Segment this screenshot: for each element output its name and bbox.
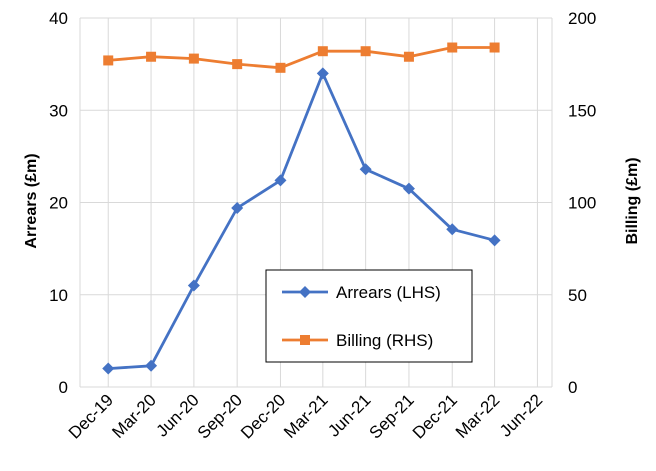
right-axis-ticks: 0 50 100 150 200 [568,9,596,397]
right-y-tick-label: 50 [568,286,587,305]
billing-data-point [489,42,500,53]
chart-series [102,42,501,375]
legend-arrears-swatch-marker [299,286,311,298]
x-axis-ticks: Dec-19Mar-20Jun-20Sep-20Dec-20Mar-21Jun-… [65,390,546,442]
left-y-tick-label: 0 [59,378,68,397]
left-y-tick-label: 20 [49,194,68,213]
x-tick-label: Mar-21 [280,390,332,442]
billing-data-point [403,51,414,62]
arrears-data-point [402,182,415,195]
arrears-data-point [187,279,200,292]
chart-legend: Arrears (LHS) Billing (RHS) [265,269,473,363]
arrears-data-point [274,174,287,187]
left-y-tick-label: 30 [49,101,68,120]
arrears-data-point [316,67,329,80]
arrears-data-point [359,163,372,176]
billing-data-point [146,51,157,62]
billing-data-point [360,46,371,57]
left-y-tick-label: 40 [49,9,68,28]
legend-box [265,269,473,363]
right-y-tick-label: 100 [568,194,596,213]
x-tick-label: Sep-21 [366,390,418,442]
legend-arrears-label: Arrears (LHS) [336,283,441,302]
right-y-tick-label: 200 [568,9,596,28]
x-tick-label: Dec-19 [65,390,117,442]
billing-data-point [447,42,458,53]
x-tick-label: Mar-20 [108,390,160,442]
x-tick-label: Sep-20 [194,390,246,442]
right-y-tick-label: 0 [568,378,577,397]
arrears-data-point [446,223,459,236]
left-y-tick-label: 10 [49,286,68,305]
billing-series-line [108,46,495,70]
billing-data-point [103,55,114,66]
billing-data-point [317,46,328,57]
right-axis-title: Billing (£m) [624,157,641,244]
legend-billing-swatch-marker [300,335,310,345]
x-tick-label: Jun-20 [153,390,203,440]
x-tick-label: Dec-21 [409,390,461,442]
billing-data-point [275,62,286,73]
arrears-data-point [145,359,158,372]
arrears-data-point [488,234,501,247]
x-tick-label: Dec-20 [237,390,289,442]
x-tick-label: Mar-22 [452,390,504,442]
arrears-series-line [108,72,495,370]
x-tick-label: Jun-21 [324,390,374,440]
arrears-data-point [231,202,244,215]
left-axis-title: Arrears (£m) [23,153,40,248]
legend-billing-label: Billing (RHS) [336,331,433,350]
right-y-tick-label: 150 [568,101,596,120]
arrears-data-point [102,362,115,375]
x-tick-label: Jun-22 [496,390,546,440]
left-axis-ticks: 0 10 20 30 40 [49,9,68,397]
billing-data-point [232,59,243,70]
billing-data-point [188,53,199,64]
